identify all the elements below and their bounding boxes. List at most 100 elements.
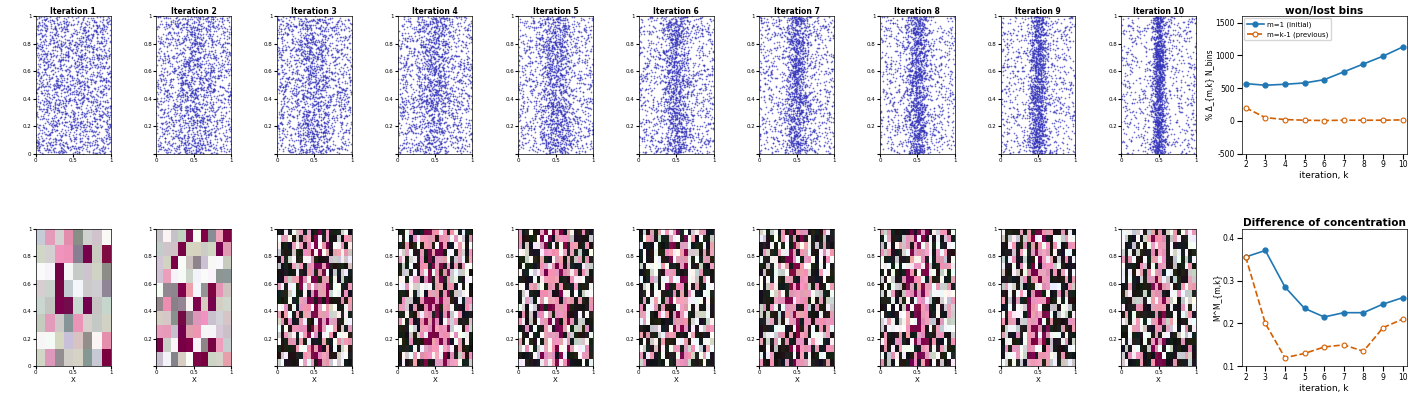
Point [785, 77, 808, 83]
Point [897, 72, 920, 79]
Point [540, 46, 563, 53]
Point [570, 120, 593, 127]
Point [1005, 68, 1028, 74]
Point [150, 18, 173, 24]
Point [674, 126, 697, 132]
Point [1030, 150, 1052, 157]
Point [673, 141, 695, 148]
Point [777, 72, 800, 79]
Point [1028, 140, 1051, 147]
Point [904, 23, 927, 30]
Point [1121, 27, 1144, 34]
Point [420, 139, 443, 146]
Point [93, 22, 116, 28]
Point [314, 75, 337, 81]
Point [1010, 26, 1032, 33]
Point [59, 39, 81, 46]
Point [902, 146, 925, 152]
Point [438, 17, 461, 24]
Point [421, 98, 444, 105]
Point [80, 124, 103, 130]
Point [183, 41, 206, 47]
Point [427, 85, 450, 92]
Point [84, 27, 107, 33]
Point [90, 33, 113, 40]
Point [581, 131, 604, 137]
Point [655, 52, 678, 58]
Point [1145, 49, 1168, 56]
Point [151, 120, 174, 126]
Point [775, 108, 798, 115]
Point [1144, 118, 1167, 125]
Point [1037, 58, 1060, 64]
Point [902, 35, 925, 41]
Point [314, 68, 337, 74]
Point [1044, 109, 1067, 116]
Point [1172, 19, 1195, 25]
Point [1148, 111, 1171, 117]
Point [393, 23, 416, 29]
Point [787, 130, 810, 136]
Point [84, 149, 107, 156]
Point [537, 68, 560, 74]
Point [454, 108, 477, 115]
Point [70, 20, 93, 27]
Point [817, 118, 840, 124]
Point [905, 31, 928, 37]
Point [907, 66, 930, 72]
Point [1147, 79, 1170, 86]
Point [70, 72, 93, 78]
Point [557, 146, 580, 152]
Point [1138, 96, 1161, 103]
Point [50, 114, 73, 120]
Point [912, 31, 935, 37]
Point [544, 73, 567, 79]
Point [911, 100, 934, 106]
Point [1177, 137, 1200, 144]
Point [1152, 136, 1175, 143]
Point [1144, 20, 1167, 26]
Point [286, 101, 308, 107]
Point [457, 73, 480, 79]
Point [1142, 142, 1165, 149]
Point [667, 142, 690, 148]
Point [313, 14, 336, 20]
Point [660, 24, 683, 30]
Point [910, 97, 932, 103]
Point [198, 54, 221, 61]
Point [664, 105, 687, 112]
Point [1021, 23, 1044, 30]
Point [670, 121, 693, 127]
Point [808, 41, 831, 48]
Point [426, 150, 448, 156]
Point [198, 69, 221, 75]
Point [34, 59, 57, 66]
Point [1151, 113, 1174, 119]
Point [1147, 97, 1170, 103]
Point [1005, 32, 1028, 39]
Point [1150, 35, 1172, 42]
Point [765, 39, 788, 46]
Point [204, 54, 227, 61]
Point [667, 125, 690, 131]
Point [1168, 103, 1191, 109]
Point [188, 26, 211, 33]
Point [1037, 136, 1060, 142]
Point [26, 44, 49, 51]
Point [783, 74, 805, 80]
Point [1182, 72, 1205, 79]
Point [60, 22, 83, 28]
Point [420, 105, 443, 112]
Point [73, 24, 96, 31]
Point [911, 50, 934, 57]
Point [290, 60, 313, 67]
Point [664, 62, 687, 69]
Point [797, 104, 820, 111]
Point [580, 82, 603, 89]
Point [180, 138, 203, 144]
Point [800, 138, 823, 145]
Point [536, 94, 558, 101]
Point [677, 26, 700, 32]
Point [1031, 132, 1054, 139]
Point [580, 48, 603, 55]
